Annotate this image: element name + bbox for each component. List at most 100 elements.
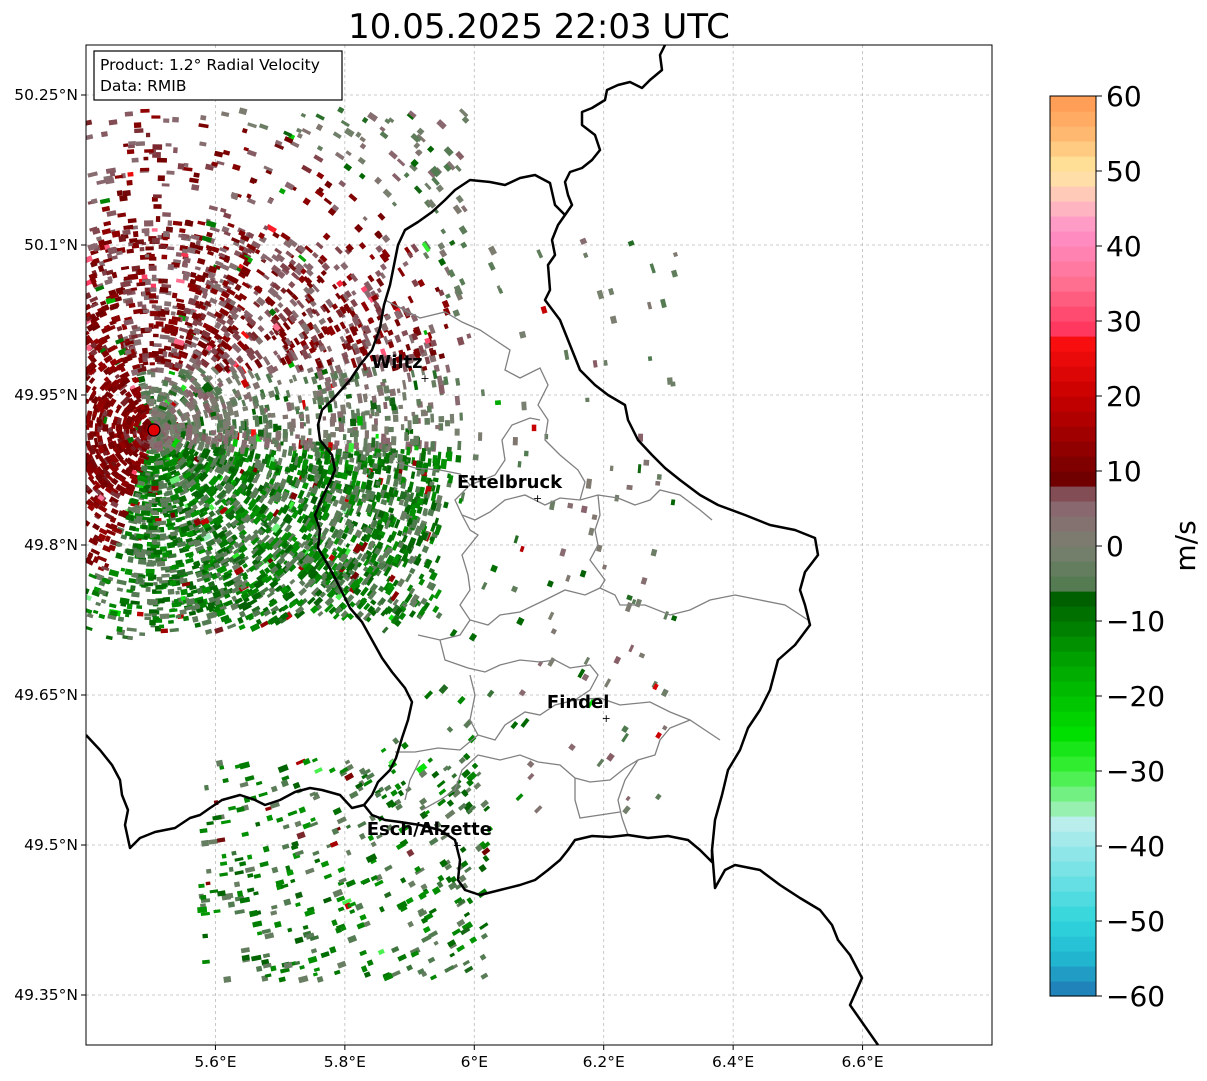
echo-cell [261,541,271,551]
echo-cell [298,332,305,340]
echo-cell [392,414,399,422]
echo-cell [233,410,240,418]
echo-cell [306,286,315,295]
echo-cell [127,171,134,177]
echo-cell [334,440,340,446]
echo-cell [251,557,262,568]
echo-cell [297,244,307,254]
echo-cell [231,371,240,381]
echo-cell [199,358,210,369]
colorbar-segment [1050,591,1096,607]
echo-cell [98,527,108,536]
echo-cell [424,441,429,449]
echo-cell [300,473,308,484]
echo-cell [254,372,261,382]
colorbar-segment [1050,651,1096,667]
echo-cell [292,445,297,452]
echo-cell [94,511,102,519]
echo-cell [133,417,142,428]
colorbar-segment [1050,351,1096,367]
echo-cell [317,332,325,340]
echo-cell [126,603,133,610]
echo-cell [95,399,103,410]
echo-cell [157,310,166,317]
echo-cell [133,377,140,384]
echo-cell [153,194,162,199]
echo-cell [98,589,107,596]
echo-cell [107,409,114,416]
echo-cell [228,866,234,873]
city-label: Findel [547,692,610,713]
echo-cell [89,296,99,303]
echo-cell [96,555,108,563]
echo-cell [308,428,312,436]
echo-cell [311,251,319,259]
echo-cell [345,402,351,408]
echo-cell [186,246,197,255]
echo-cell [150,368,158,372]
echo-cell [374,411,380,417]
echo-cell [655,480,661,486]
echo-cell [162,551,170,558]
echo-cell [388,496,395,506]
echo-cell [335,487,344,494]
echo-cell [151,539,158,545]
echo-cell [242,432,247,439]
echo-cell [92,609,99,615]
echo-cell [109,489,122,500]
echo-cell [92,523,101,531]
echo-cell [138,451,149,459]
echo-cell [187,420,192,426]
echo-cell [609,465,614,472]
colorbar-segment [1050,906,1096,922]
echo-cell [100,565,110,572]
echo-cell [225,376,233,385]
echo-cell [343,303,352,314]
echo-cell [459,412,463,421]
echo-cell [362,566,369,573]
echo-cell [133,122,142,129]
echo-cell [114,527,123,534]
echo-cell [184,339,193,346]
echo-cell [197,441,205,452]
city-label: Wiltz [371,352,422,373]
echo-cell [132,231,139,238]
echo-cell [153,474,159,478]
echo-cell [311,308,317,315]
echo-cell [108,603,117,609]
echo-cell [141,584,147,588]
echo-cell [355,504,363,516]
colorbar-segment [1050,861,1096,877]
y-tick-label: 50.1°N [24,236,78,254]
colorbar-segment [1050,876,1096,892]
echo-cell [315,441,321,446]
echo-cell [108,569,120,578]
colorbar-label: m/s [1169,520,1202,571]
echo-cell [143,220,154,227]
echo-cell [225,274,237,284]
echo-cell [161,278,168,284]
echo-cell [128,525,136,532]
echo-cell [95,601,102,607]
echo-cell [432,369,438,380]
echo-cell [249,622,261,633]
echo-cell [388,397,396,407]
echo-cell [182,412,190,421]
echo-cell [95,466,105,477]
echo-cell [218,395,226,405]
echo-cell [162,231,170,238]
colorbar-segment [1050,681,1096,697]
echo-cell [330,416,336,426]
echo-cell [234,597,243,605]
echo-cell [131,439,141,449]
echo-cell [159,286,169,293]
info-data-source: Data: RMIB [100,77,187,95]
echo-cell [90,302,99,309]
echo-cell [348,442,355,453]
echo-cell [296,299,305,309]
echo-cell [384,313,392,321]
colorbar-segment [1050,171,1096,187]
colorbar-segment [1050,711,1096,727]
echo-cell [94,423,99,432]
echo-cell [200,494,210,504]
